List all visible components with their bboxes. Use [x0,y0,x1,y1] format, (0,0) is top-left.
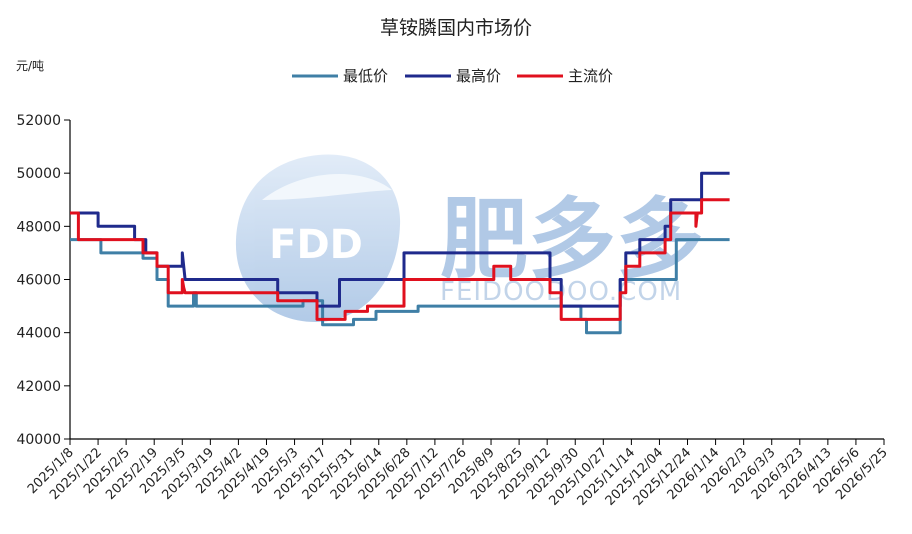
chart-title: 草铵膦国内市场价 [380,17,532,39]
y-tick-label: 48000 [16,219,61,235]
y-tick-label: 42000 [16,379,61,395]
x-axis: 2025/1/82025/1/222025/2/52025/2/192025/3… [25,438,891,509]
series-group [70,171,730,335]
y-tick-label: 44000 [16,326,61,342]
y-tick-label: 46000 [16,273,61,289]
watermark-leaf-icon [262,173,392,200]
y-tick-label: 40000 [16,432,61,448]
legend: 最低价 最高价 主流价 [292,67,613,85]
y-tick-label: 50000 [16,166,61,182]
legend-label-1: 最低价 [343,67,388,85]
legend-label-2: 最高价 [456,67,501,85]
y-axis-unit: 元/吨 [16,59,44,73]
series-line-3 [70,198,730,321]
watermark-logo-text: FDD [269,222,363,268]
legend-label-3: 主流价 [568,67,613,85]
y-axis: 52000 50000 48000 46000 44000 42000 40000 [16,113,71,448]
watermark: FDD 肥多多 FEIDOODOO.COM [235,154,704,322]
y-tick-label: 52000 [16,113,61,129]
